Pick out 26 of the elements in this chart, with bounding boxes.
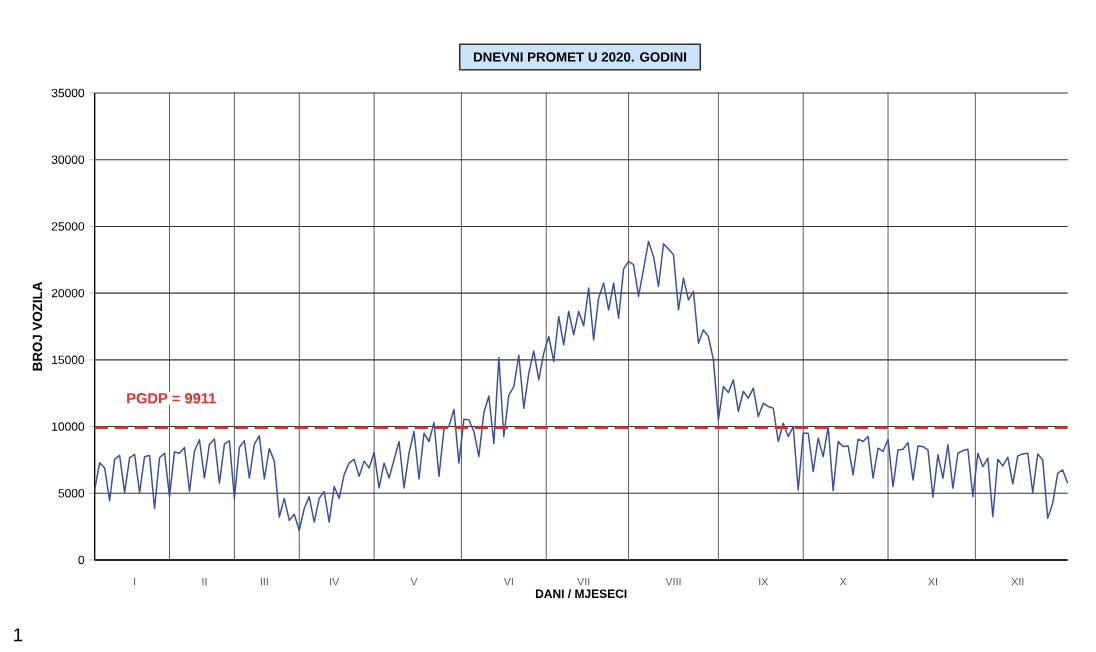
x-tick-label: II — [202, 578, 207, 586]
y-tick-label: 30000 — [51, 155, 85, 164]
x-tick-label: VIII — [665, 578, 681, 586]
x-axis-title: DANI / MJESECI — [535, 589, 627, 599]
x-tick-label: VI — [503, 578, 513, 586]
y-tick-label: 10000 — [52, 422, 85, 431]
x-tick-label: I — [134, 578, 136, 586]
text: 1 — [14, 628, 23, 642]
y-tick-label: 15000 — [52, 355, 85, 365]
x-tick-label: V — [410, 578, 418, 586]
x-tick-label: XI — [928, 578, 938, 586]
y-tick-label: 0 — [78, 555, 85, 565]
ref-line-label: PGDP = 9911 — [127, 393, 216, 404]
chart-title: DNEVNI PROMET U 2020. GODINI — [473, 52, 687, 62]
y-axis-title: BROJ VOZILA — [32, 282, 43, 371]
x-tick-label: IV — [330, 578, 340, 586]
line-series — [93, 240, 1069, 532]
y-tick-label: 5000 — [58, 489, 85, 498]
x-tick-label: VII — [577, 578, 590, 586]
y-tick-label: 35000 — [51, 88, 85, 98]
x-tick-label: IX — [759, 578, 769, 586]
x-tick-label: X — [839, 578, 847, 586]
y-tick-label: 20000 — [51, 288, 85, 298]
y-tick-label: 25000 — [51, 222, 85, 231]
x-tick-label: XII — [1011, 578, 1024, 586]
x-tick-label: III — [260, 578, 268, 586]
